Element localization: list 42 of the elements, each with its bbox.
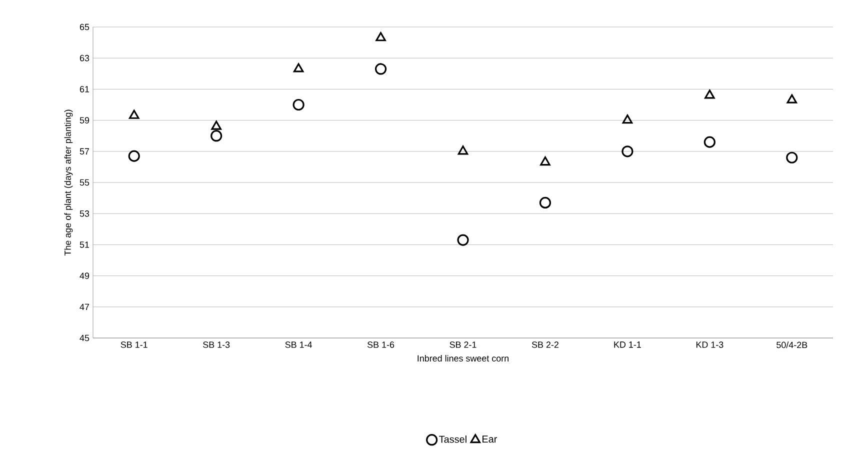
point <box>622 114 633 124</box>
x-tick-label: SB 1-6 <box>367 342 394 348</box>
y-tick-label: 59 <box>80 117 90 124</box>
y-axis-title: The age of plant (days after planting) <box>64 110 73 256</box>
x-tick-label: 50/4-2B <box>776 342 808 348</box>
point <box>376 32 386 42</box>
x-tick-label: KD 1-1 <box>614 342 641 348</box>
legend-label: Tassel <box>439 435 466 443</box>
x-tick-label: SB 1-1 <box>120 342 148 348</box>
point <box>458 146 468 155</box>
point <box>704 136 716 148</box>
point <box>374 63 387 75</box>
x-tick-label: SB 2-2 <box>532 342 558 348</box>
y-tick-label: 49 <box>80 272 90 279</box>
y-tick-label: 55 <box>80 179 90 186</box>
point <box>704 90 715 99</box>
point <box>128 150 140 162</box>
point <box>210 130 222 142</box>
y-tick-label: 45 <box>80 334 90 342</box>
y-tick-label: 63 <box>80 54 90 62</box>
point <box>292 98 304 111</box>
y-tick-label: 61 <box>80 86 90 92</box>
y-tick-label: 51 <box>80 242 90 248</box>
y-tick-label: 47 <box>80 304 90 310</box>
point <box>786 94 798 104</box>
y-tick-label: 57 <box>80 148 90 155</box>
legend-label: Ear <box>482 436 498 443</box>
point <box>622 146 634 158</box>
x-tick-label: SB 1-4 <box>285 342 312 348</box>
point <box>293 63 304 72</box>
point <box>457 234 469 246</box>
x-tick-label: SB 2-1 <box>450 342 476 348</box>
x-tick-label: KD 1-3 <box>696 342 724 348</box>
x-tick-label: SB 1-3 <box>203 342 230 348</box>
x-axis-title: Inbred lines sweet corn <box>418 354 509 362</box>
point <box>539 196 552 209</box>
point <box>540 156 550 166</box>
y-tick-label: 53 <box>80 210 90 217</box>
point <box>211 120 222 130</box>
y-tick-label: 65 <box>80 24 90 30</box>
point <box>128 110 140 119</box>
point <box>786 152 798 164</box>
